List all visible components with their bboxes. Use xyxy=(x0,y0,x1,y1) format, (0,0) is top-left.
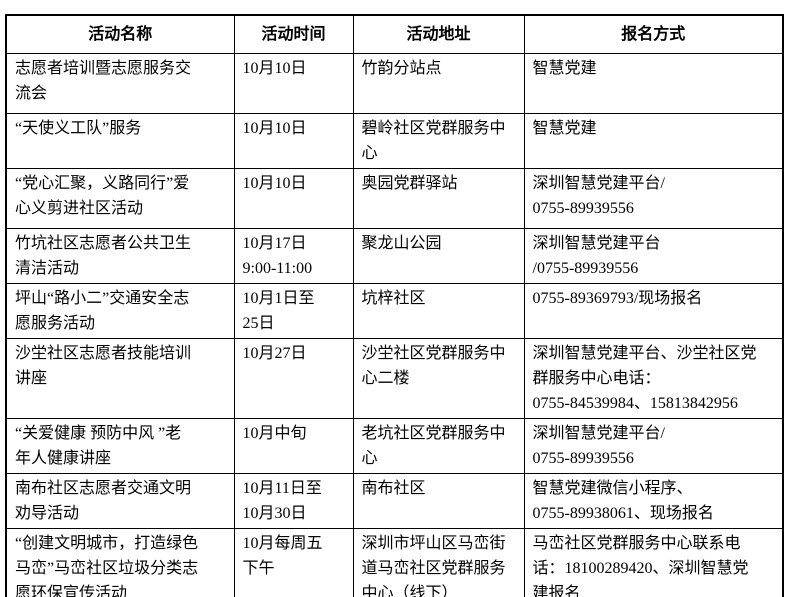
cell-registration-method: 深圳智慧党建平台/ 0755-89939556 xyxy=(523,167,784,229)
registration-method-text: 0755-89369793/现场报名 xyxy=(532,289,703,307)
activity-time-text: 10月27日 xyxy=(242,344,307,362)
activity-address-text: 沙坣社区党群服务中 心二楼 xyxy=(361,344,506,387)
table-row: “天使义工队”服务 10月10日 碧岭社区党群服务中 心 智慧党建 xyxy=(5,112,784,169)
activity-name-text: “创建文明城市，打造绿色 马峦”马峦社区垃圾分类志 愿环保宣传活动 xyxy=(15,534,199,597)
cell-activity-address: 聚龙山公园 xyxy=(352,227,525,284)
activity-time-text: 10月1日至 25日 xyxy=(242,289,315,332)
cell-activity-name: “党心汇聚，义路同行”爱 心义剪进社区活动 xyxy=(5,167,235,229)
cell-activity-name: 志愿者培训暨志愿服务交 流会 xyxy=(5,52,235,114)
column-header-activity-address: 活动地址 xyxy=(352,14,525,54)
table-row: “关爱健康 预防中风 ”老 年人健康讲座 10月中旬 老坑社区党群服务中 心 深… xyxy=(5,417,784,474)
activity-address-text: 竹韵分站点 xyxy=(361,59,442,77)
cell-activity-address: 南布社区 xyxy=(352,472,525,529)
registration-method-text: 智慧党建 xyxy=(532,59,597,77)
registration-method-text: 深圳智慧党建平台、沙坣社区党 群服务中心电话： 0755-84539984、15… xyxy=(532,344,757,412)
cell-registration-method: 深圳智慧党建平台/ 0755-89939556 xyxy=(523,417,784,474)
table-row: 竹坑社区志愿者公共卫生 清洁活动 10月17日 9:00-11:00 聚龙山公园… xyxy=(5,227,784,284)
registration-method-text: 智慧党建微信小程序、 0755-89938061、现场报名 xyxy=(532,479,714,522)
table-row: 南布社区志愿者交通文明 劝导活动 10月11日至 10月30日 南布社区 智慧党… xyxy=(5,472,784,529)
cell-activity-time: 10月11日至 10月30日 xyxy=(233,472,354,529)
activity-time-text: 10月中旬 xyxy=(242,424,307,442)
table-row: “党心汇聚，义路同行”爱 心义剪进社区活动 10月10日 奥园党群驿站 深圳智慧… xyxy=(5,167,784,229)
table-row: “创建文明城市，打造绿色 马峦”马峦社区垃圾分类志 愿环保宣传活动 10月每周五… xyxy=(5,527,784,597)
registration-method-text: 深圳智慧党建平台/ 0755-89939556 xyxy=(532,424,665,467)
cell-activity-address: 奥园党群驿站 xyxy=(352,167,525,229)
activity-time-text: 10月每周五 下午 xyxy=(242,534,323,577)
activity-name-text: 沙坣社区志愿者技能培训 讲座 xyxy=(15,344,192,387)
cell-activity-name: “天使义工队”服务 xyxy=(5,112,235,169)
cell-registration-method: 智慧党建 xyxy=(523,52,784,114)
cell-activity-time: 10月10日 xyxy=(233,112,354,169)
cell-registration-method: 智慧党建微信小程序、 0755-89938061、现场报名 xyxy=(523,472,784,529)
activity-name-text: “天使义工队”服务 xyxy=(15,119,142,137)
cell-activity-time: 10月27日 xyxy=(233,337,354,419)
cell-activity-name: 坪山“路小二”交通安全志 愿服务活动 xyxy=(5,282,235,339)
activity-time-text: 10月11日至 10月30日 xyxy=(242,479,322,522)
activity-name-text: 南布社区志愿者交通文明 劝导活动 xyxy=(15,479,192,522)
activity-address-text: 老坑社区党群服务中 心 xyxy=(361,424,506,467)
cell-activity-time: 10月1日至 25日 xyxy=(233,282,354,339)
cell-activity-name: “创建文明城市，打造绿色 马峦”马峦社区垃圾分类志 愿环保宣传活动 xyxy=(5,527,235,597)
registration-method-text: 马峦社区党群服务中心联系电 话：18100289420、深圳智慧党 建报名 xyxy=(532,534,749,597)
activity-name-text: 坪山“路小二”交通安全志 愿服务活动 xyxy=(15,289,190,332)
activity-address-text: 坑梓社区 xyxy=(361,289,426,307)
column-header-activity-name: 活动名称 xyxy=(5,14,235,54)
cell-registration-method: 深圳智慧党建平台 /0755-89939556 xyxy=(523,227,784,284)
activity-address-text: 奥园党群驿站 xyxy=(361,174,458,192)
activity-time-text: 10月10日 xyxy=(242,174,307,192)
cell-registration-method: 0755-89369793/现场报名 xyxy=(523,282,784,339)
column-header-activity-time: 活动时间 xyxy=(233,14,354,54)
registration-method-text: 深圳智慧党建平台/ 0755-89939556 xyxy=(532,174,665,217)
activity-address-text: 深圳市坪山区马峦街 道马峦社区党群服务 中心（线下） xyxy=(361,534,506,597)
cell-registration-method: 深圳智慧党建平台、沙坣社区党 群服务中心电话： 0755-84539984、15… xyxy=(523,337,784,419)
cell-activity-name: “关爱健康 预防中风 ”老 年人健康讲座 xyxy=(5,417,235,474)
cell-activity-address: 老坑社区党群服务中 心 xyxy=(352,417,525,474)
activity-name-text: 竹坑社区志愿者公共卫生 清洁活动 xyxy=(15,234,192,277)
activity-schedule-table: 活动名称 活动时间 活动地址 报名方式 志愿者培训暨志愿服务交 流会 10月10… xyxy=(5,14,784,597)
activity-time-text: 10月10日 xyxy=(242,119,307,137)
table-row: 沙坣社区志愿者技能培训 讲座 10月27日 沙坣社区党群服务中 心二楼 深圳智慧… xyxy=(5,337,784,419)
cell-activity-address: 碧岭社区党群服务中 心 xyxy=(352,112,525,169)
table-row: 坪山“路小二”交通安全志 愿服务活动 10月1日至 25日 坑梓社区 0755-… xyxy=(5,282,784,339)
cell-activity-address: 坑梓社区 xyxy=(352,282,525,339)
table-row: 志愿者培训暨志愿服务交 流会 10月10日 竹韵分站点 智慧党建 xyxy=(5,52,784,114)
cell-activity-name: 竹坑社区志愿者公共卫生 清洁活动 xyxy=(5,227,235,284)
cell-activity-address: 竹韵分站点 xyxy=(352,52,525,114)
activity-address-text: 碧岭社区党群服务中 心 xyxy=(361,119,506,162)
activity-name-text: “关爱健康 预防中风 ”老 年人健康讲座 xyxy=(15,424,182,467)
activity-name-text: “党心汇聚，义路同行”爱 心义剪进社区活动 xyxy=(15,174,190,217)
cell-activity-time: 10月17日 9:00-11:00 xyxy=(233,227,354,284)
column-header-registration-method: 报名方式 xyxy=(523,14,784,54)
cell-registration-method: 马峦社区党群服务中心联系电 话：18100289420、深圳智慧党 建报名 xyxy=(523,527,784,597)
cell-activity-time: 10月中旬 xyxy=(233,417,354,474)
table-header-row: 活动名称 活动时间 活动地址 报名方式 xyxy=(5,14,784,54)
cell-activity-address: 深圳市坪山区马峦街 道马峦社区党群服务 中心（线下） xyxy=(352,527,525,597)
cell-registration-method: 智慧党建 xyxy=(523,112,784,169)
registration-method-text: 深圳智慧党建平台 /0755-89939556 xyxy=(532,234,661,277)
activity-name-text: 志愿者培训暨志愿服务交 流会 xyxy=(15,59,192,102)
cell-activity-name: 沙坣社区志愿者技能培训 讲座 xyxy=(5,337,235,419)
activity-address-text: 南布社区 xyxy=(361,479,426,497)
activity-time-text: 10月17日 9:00-11:00 xyxy=(242,234,313,277)
cell-activity-time: 10月每周五 下午 xyxy=(233,527,354,597)
cell-activity-name: 南布社区志愿者交通文明 劝导活动 xyxy=(5,472,235,529)
cell-activity-address: 沙坣社区党群服务中 心二楼 xyxy=(352,337,525,419)
cell-activity-time: 10月10日 xyxy=(233,52,354,114)
registration-method-text: 智慧党建 xyxy=(532,119,597,137)
activity-time-text: 10月10日 xyxy=(242,59,307,77)
activity-address-text: 聚龙山公园 xyxy=(361,234,442,252)
cell-activity-time: 10月10日 xyxy=(233,167,354,229)
